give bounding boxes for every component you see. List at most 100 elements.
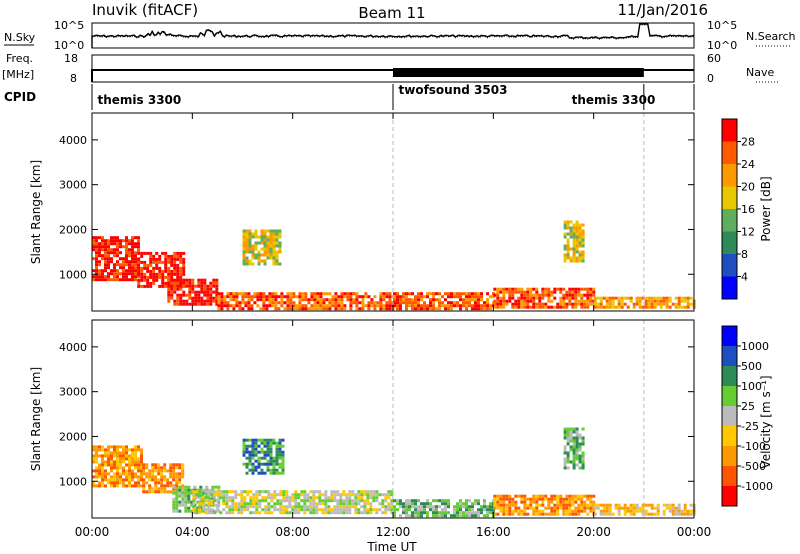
echo-cell [234, 490, 238, 494]
echo-cell [232, 307, 236, 311]
echo-cell [125, 445, 128, 449]
echo-cell [656, 299, 660, 303]
echo-cell [122, 278, 125, 282]
echo-cell [644, 509, 648, 513]
echo-cell [131, 484, 134, 488]
echo-cell [653, 305, 657, 309]
echo-cell [231, 508, 235, 512]
echo-cell [544, 305, 548, 309]
echo-cell [269, 253, 273, 257]
echo-cell [187, 500, 191, 504]
echo-cell [128, 454, 131, 458]
echo-cell [580, 500, 584, 504]
echo-cell [264, 499, 268, 503]
echo-cell [385, 301, 389, 305]
echo-cell [369, 505, 373, 509]
echo-cell [262, 292, 266, 296]
echo-cell [306, 499, 310, 503]
echo-cell [198, 493, 202, 497]
echo-cell [137, 281, 141, 285]
echo-cell [248, 468, 252, 472]
echo-cell [569, 445, 573, 449]
echo-cell [167, 299, 171, 303]
echo-cell [532, 296, 536, 300]
echo-cell [240, 490, 244, 494]
echo-cell [562, 296, 566, 300]
echo-cell [315, 511, 319, 515]
echo-cell [361, 298, 365, 302]
echo-cell [361, 307, 365, 311]
echo-cell [562, 503, 566, 507]
echo-cell [173, 272, 177, 276]
echo-cell [474, 292, 477, 296]
echo-cell [176, 257, 180, 261]
echo-cell [385, 295, 389, 299]
echo-cell [381, 502, 385, 506]
echo-cell [149, 269, 153, 273]
echo-cell [453, 505, 456, 509]
echo-cell [192, 502, 196, 506]
echo-cell [272, 253, 276, 257]
echo-cell [184, 509, 188, 513]
echo-cell [197, 284, 201, 288]
echo-cell [465, 514, 468, 518]
colorbar-tick-label: 100 [741, 380, 762, 393]
echo-cell [623, 296, 627, 300]
echo-cell [668, 296, 672, 300]
echo-cell [357, 499, 361, 503]
echo-cell [550, 290, 554, 294]
echo-cell [95, 257, 98, 261]
echo-cell [279, 511, 283, 515]
echo-cell [388, 292, 392, 296]
echo-cell [578, 244, 582, 248]
echo-cell [354, 496, 358, 500]
echo-cell [499, 503, 503, 507]
echo-cell [119, 245, 122, 249]
echo-cell [304, 304, 308, 308]
echo-cell [95, 457, 98, 461]
echo-cell [169, 475, 173, 479]
echo-cell [149, 254, 153, 258]
echo-cell [414, 511, 417, 515]
echo-cell [190, 500, 194, 504]
echo-cell [677, 299, 681, 303]
echo-cell [204, 508, 208, 512]
echo-cell [496, 506, 500, 510]
echo-cell [197, 299, 201, 303]
echo-cell [566, 451, 570, 455]
echo-cell [107, 478, 110, 482]
echo-cell [568, 293, 572, 297]
echo-cell [158, 284, 162, 288]
echo-cell [119, 460, 122, 464]
echo-cell [385, 292, 389, 296]
echo-cell [95, 445, 98, 449]
echo-cell [393, 511, 396, 515]
echo-cell [483, 499, 486, 503]
echo-cell [325, 304, 329, 308]
echo-cell [263, 247, 267, 251]
echo-cell [342, 502, 346, 506]
echo-cell [195, 508, 199, 512]
colorbar-swatch [722, 346, 737, 366]
echo-cell [382, 307, 386, 311]
echo-cell [662, 299, 666, 303]
echo-cell [116, 236, 119, 240]
echo-cell [200, 281, 204, 285]
echo-cell [337, 298, 341, 302]
echo-cell [222, 496, 226, 500]
echo-cell [294, 493, 298, 497]
echo-cell [577, 512, 581, 516]
echo-cell [550, 494, 554, 498]
echo-cell [689, 503, 693, 507]
echo-cell [272, 256, 276, 260]
echo-cell [363, 499, 367, 503]
echo-cell [179, 278, 183, 282]
echo-cell [372, 499, 376, 503]
echo-cell [477, 301, 480, 305]
echo-cell [251, 244, 255, 248]
echo-cell [462, 505, 465, 509]
echo-cell [134, 257, 137, 261]
echo-cell [264, 508, 268, 512]
echo-cell [163, 469, 167, 473]
echo-cell [260, 238, 264, 242]
